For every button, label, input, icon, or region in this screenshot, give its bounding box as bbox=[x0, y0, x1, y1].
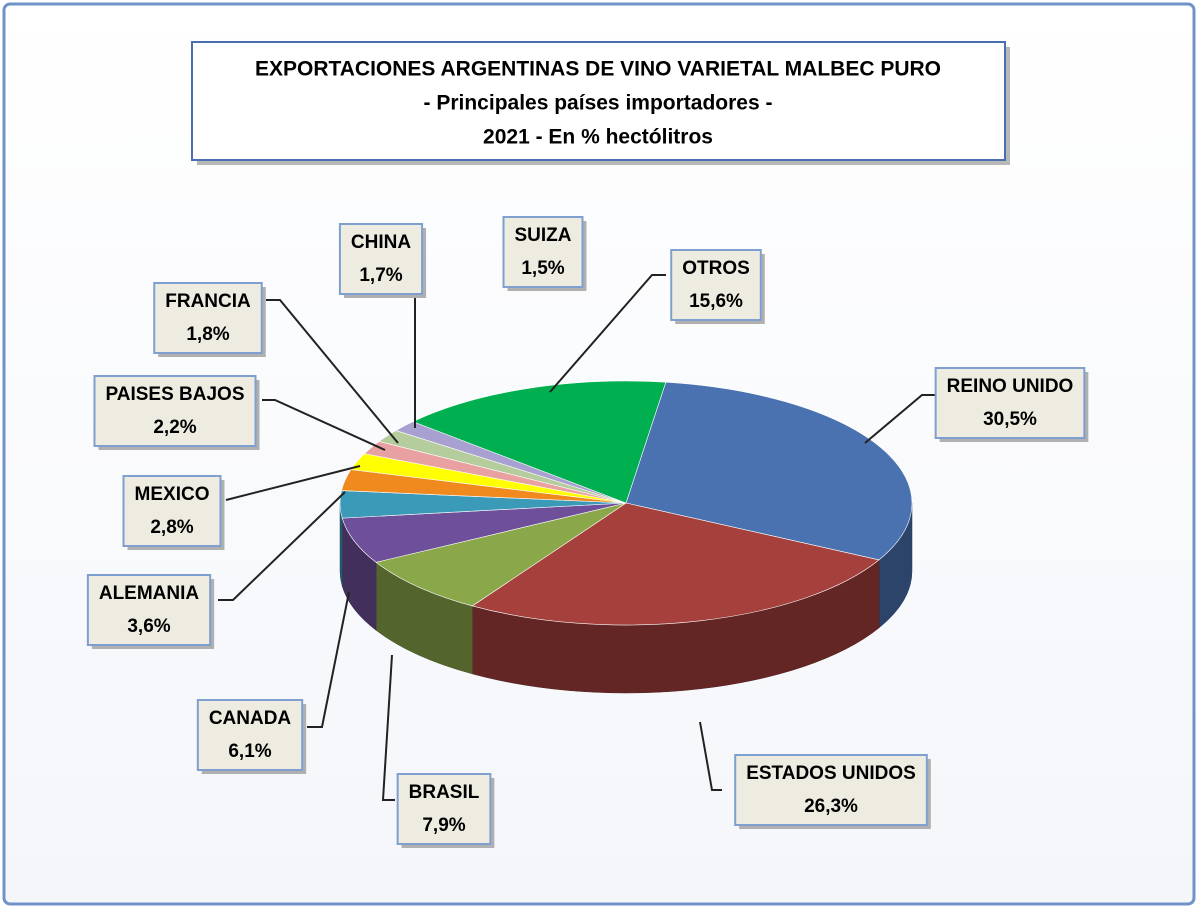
data-label: OTROS 15,6% bbox=[670, 249, 765, 324]
chart-subtitle: - Principales países importadores - bbox=[424, 92, 773, 115]
label-box bbox=[670, 249, 762, 321]
data-label: ALEMANIA 3,6% bbox=[86, 574, 215, 649]
slice bbox=[375, 502, 627, 607]
slice bbox=[625, 381, 913, 561]
legend-label: ALEMANIA bbox=[99, 583, 200, 604]
legend-label: PAISES BAJOS bbox=[105, 384, 244, 405]
value-label: 6,1% bbox=[228, 741, 271, 762]
leader-line bbox=[266, 299, 399, 444]
value-label: 2,2% bbox=[153, 417, 196, 438]
data-label: FRANCIA 1,8% bbox=[153, 282, 266, 357]
leader-line bbox=[218, 491, 346, 601]
label-box bbox=[93, 375, 257, 447]
label-box bbox=[86, 574, 212, 646]
legend-label: CHINA bbox=[351, 232, 411, 253]
label-box bbox=[934, 367, 1086, 439]
value-label: 15,6% bbox=[689, 291, 743, 312]
value-label: 30,5% bbox=[983, 409, 1037, 430]
slice bbox=[471, 502, 880, 626]
label-box bbox=[122, 475, 222, 547]
value-label: 3,6% bbox=[127, 616, 170, 637]
leader-line bbox=[225, 465, 361, 501]
data-label: CANADA 6,1% bbox=[196, 699, 307, 774]
label-box bbox=[502, 216, 584, 288]
legend-label: ESTADOS UNIDOS bbox=[746, 763, 916, 784]
value-label: 26,3% bbox=[804, 796, 858, 817]
value-label: 2,8% bbox=[150, 517, 193, 538]
legend-label: BRASIL bbox=[409, 782, 480, 803]
legend-label: SUIZA bbox=[515, 225, 572, 246]
data-label: SUIZA 1,5% bbox=[502, 216, 587, 291]
legend-label: REINO UNIDO bbox=[947, 376, 1074, 397]
chart-subtitle: 2021 - En % hectólitros bbox=[483, 126, 713, 149]
label-box bbox=[338, 223, 424, 295]
data-label: MEXICO 2,8% bbox=[122, 475, 225, 550]
leader-line bbox=[262, 399, 386, 451]
leader-line bbox=[864, 394, 937, 444]
legend-label: OTROS bbox=[682, 258, 750, 279]
value-label: 1,5% bbox=[521, 258, 564, 279]
value-label: 1,7% bbox=[359, 265, 402, 286]
leader-line bbox=[307, 591, 350, 728]
label-box bbox=[196, 699, 304, 771]
data-label: BRASIL 7,9% bbox=[396, 773, 495, 848]
slice bbox=[412, 380, 667, 504]
label-box bbox=[153, 282, 263, 354]
chart-title: EXPORTACIONES ARGENTINAS DE VINO VARIETA… bbox=[255, 58, 941, 81]
legend-label: FRANCIA bbox=[165, 291, 251, 312]
value-label: 7,9% bbox=[422, 815, 465, 836]
leader-line bbox=[699, 721, 722, 791]
data-label: PAISES BAJOS 2,2% bbox=[93, 375, 260, 450]
leader-line bbox=[549, 274, 666, 393]
legend-label: MEXICO bbox=[135, 484, 210, 505]
title-box bbox=[191, 41, 1006, 161]
label-box bbox=[396, 773, 492, 845]
legend-label: CANADA bbox=[209, 708, 292, 729]
data-label: CHINA 1,7% bbox=[338, 223, 427, 298]
label-box bbox=[734, 754, 928, 826]
value-label: 1,8% bbox=[186, 324, 229, 345]
data-label: ESTADOS UNIDOS 26,3% bbox=[734, 754, 931, 829]
data-label: REINO UNIDO 30,5% bbox=[934, 367, 1089, 442]
leader-line bbox=[381, 654, 395, 801]
